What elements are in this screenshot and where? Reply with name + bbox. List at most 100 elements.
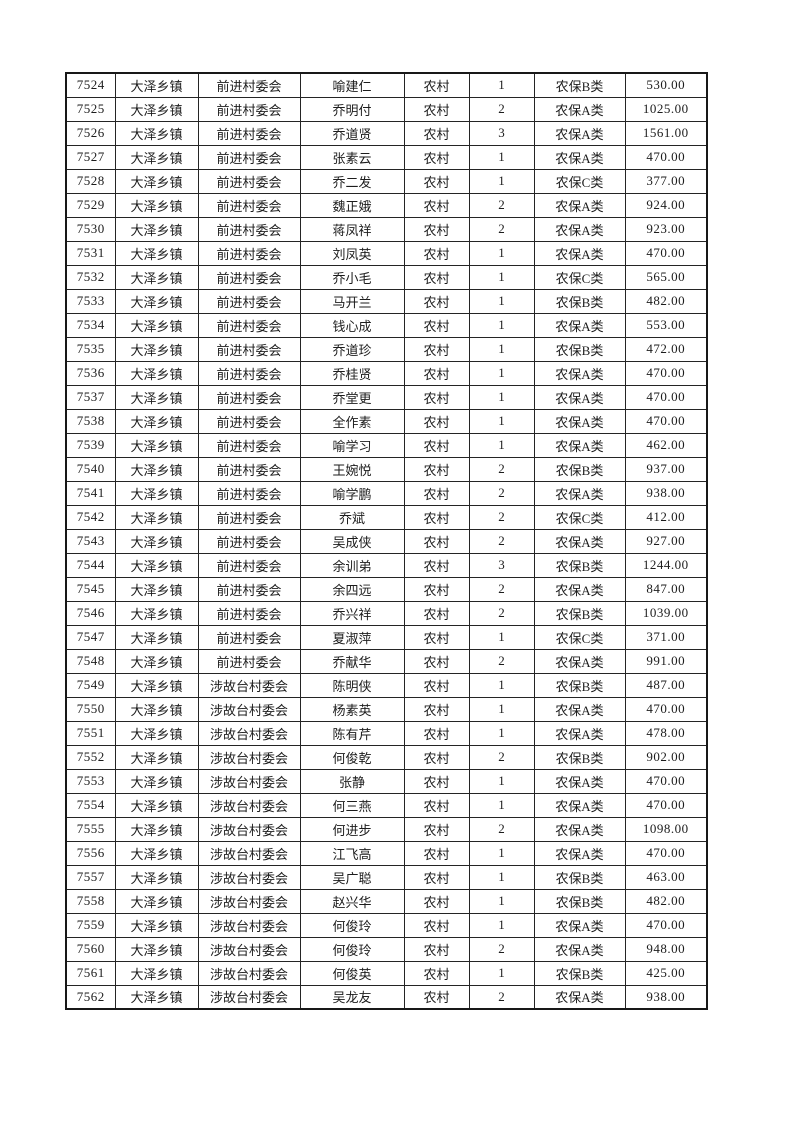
table-row: 7555 大泽乡镇 涉故台村委会 何进步 农村 2 农保A类 1098.00	[65, 816, 708, 842]
cell-serial-number: 7540	[65, 456, 116, 482]
cell-insurance-class: 农保A类	[533, 912, 626, 938]
table-row: 7542 大泽乡镇 前进村委会 乔斌 农村 2 农保C类 412.00	[65, 504, 708, 530]
cell-village-committee: 前进村委会	[197, 144, 301, 170]
cell-village-committee: 前进村委会	[197, 96, 301, 122]
cell-village-committee: 前进村委会	[197, 552, 301, 578]
cell-village-committee: 前进村委会	[197, 192, 301, 218]
cell-person-count: 1	[468, 888, 535, 914]
cell-town: 大泽乡镇	[114, 744, 199, 770]
cell-amount: 463.00	[624, 864, 708, 890]
cell-person-name: 何俊玲	[299, 936, 405, 962]
cell-person-count: 1	[468, 768, 535, 794]
table-row: 7528 大泽乡镇 前进村委会 乔二发 农村 1 农保C类 377.00	[65, 168, 708, 194]
cell-person-name: 余四远	[299, 576, 405, 602]
cell-household-category: 农村	[403, 120, 470, 146]
cell-household-category: 农村	[403, 960, 470, 986]
cell-village-committee: 前进村委会	[197, 336, 301, 362]
table-row: 7541 大泽乡镇 前进村委会 喻学鹏 农村 2 农保A类 938.00	[65, 480, 708, 506]
cell-person-name: 乔斌	[299, 504, 405, 530]
cell-serial-number: 7559	[65, 912, 116, 938]
cell-household-category: 农村	[403, 312, 470, 338]
cell-serial-number: 7538	[65, 408, 116, 434]
cell-serial-number: 7545	[65, 576, 116, 602]
table-row: 7561 大泽乡镇 涉故台村委会 何俊英 农村 1 农保B类 425.00	[65, 960, 708, 986]
benefit-register-table: 7524 大泽乡镇 前进村委会 喻建仁 农村 1 农保B类 530.00 7525 大泽乡镇 前进村…	[65, 72, 708, 1010]
cell-person-count: 1	[468, 384, 535, 410]
cell-insurance-class: 农保B类	[533, 72, 626, 98]
cell-person-name: 吴广聪	[299, 864, 405, 890]
cell-person-name: 喻学习	[299, 432, 405, 458]
cell-amount: 470.00	[624, 768, 708, 794]
cell-person-name: 喻学鹏	[299, 480, 405, 506]
cell-village-committee: 前进村委会	[197, 72, 301, 98]
cell-household-category: 农村	[403, 456, 470, 482]
cell-serial-number: 7528	[65, 168, 116, 194]
cell-amount: 938.00	[624, 984, 708, 1010]
cell-insurance-class: 农保C类	[533, 168, 626, 194]
cell-household-category: 农村	[403, 816, 470, 842]
cell-amount: 470.00	[624, 840, 708, 866]
table-row: 7533 大泽乡镇 前进村委会 马开兰 农村 1 农保B类 482.00	[65, 288, 708, 314]
cell-person-count: 1	[468, 672, 535, 698]
cell-person-count: 1	[468, 144, 535, 170]
cell-insurance-class: 农保A类	[533, 840, 626, 866]
cell-household-category: 农村	[403, 72, 470, 98]
cell-insurance-class: 农保C类	[533, 504, 626, 530]
cell-town: 大泽乡镇	[114, 456, 199, 482]
cell-insurance-class: 农保A类	[533, 648, 626, 674]
cell-insurance-class: 农保A类	[533, 576, 626, 602]
cell-insurance-class: 农保A类	[533, 216, 626, 242]
cell-insurance-class: 农保A类	[533, 96, 626, 122]
cell-household-category: 农村	[403, 600, 470, 626]
cell-person-name: 赵兴华	[299, 888, 405, 914]
cell-town: 大泽乡镇	[114, 72, 199, 98]
table-row: 7524 大泽乡镇 前进村委会 喻建仁 农村 1 农保B类 530.00	[65, 72, 708, 98]
cell-insurance-class: 农保C类	[533, 624, 626, 650]
cell-household-category: 农村	[403, 288, 470, 314]
cell-person-name: 何俊乾	[299, 744, 405, 770]
table-body: 7524 大泽乡镇 前进村委会 喻建仁 农村 1 农保B类 530.00 7525 大泽乡镇 前进村…	[65, 72, 708, 1010]
cell-insurance-class: 农保A类	[533, 720, 626, 746]
cell-person-name: 余训弟	[299, 552, 405, 578]
cell-amount: 470.00	[624, 360, 708, 386]
cell-person-name: 吴龙友	[299, 984, 405, 1010]
cell-person-count: 1	[468, 840, 535, 866]
cell-town: 大泽乡镇	[114, 552, 199, 578]
cell-household-category: 农村	[403, 720, 470, 746]
cell-household-category: 农村	[403, 768, 470, 794]
cell-person-name: 何进步	[299, 816, 405, 842]
cell-person-count: 2	[468, 456, 535, 482]
cell-town: 大泽乡镇	[114, 96, 199, 122]
cell-person-name: 陈有芹	[299, 720, 405, 746]
cell-town: 大泽乡镇	[114, 936, 199, 962]
cell-serial-number: 7554	[65, 792, 116, 818]
cell-town: 大泽乡镇	[114, 288, 199, 314]
cell-amount: 462.00	[624, 432, 708, 458]
cell-person-name: 乔道贤	[299, 120, 405, 146]
cell-amount: 371.00	[624, 624, 708, 650]
cell-serial-number: 7546	[65, 600, 116, 626]
table-row: 7532 大泽乡镇 前进村委会 乔小毛 农村 1 农保C类 565.00	[65, 264, 708, 290]
cell-person-name: 蒋凤祥	[299, 216, 405, 242]
table-row: 7547 大泽乡镇 前进村委会 夏淑萍 农村 1 农保C类 371.00	[65, 624, 708, 650]
cell-person-count: 1	[468, 720, 535, 746]
cell-household-category: 农村	[403, 480, 470, 506]
cell-village-committee: 涉故台村委会	[197, 744, 301, 770]
cell-insurance-class: 农保B类	[533, 552, 626, 578]
cell-serial-number: 7550	[65, 696, 116, 722]
cell-village-committee: 前进村委会	[197, 576, 301, 602]
cell-amount: 470.00	[624, 144, 708, 170]
cell-amount: 565.00	[624, 264, 708, 290]
cell-person-count: 1	[468, 792, 535, 818]
cell-person-name: 魏正娥	[299, 192, 405, 218]
table-row: 7527 大泽乡镇 前进村委会 张素云 农村 1 农保A类 470.00	[65, 144, 708, 170]
cell-person-count: 2	[468, 744, 535, 770]
cell-town: 大泽乡镇	[114, 912, 199, 938]
cell-town: 大泽乡镇	[114, 600, 199, 626]
cell-insurance-class: 农保B类	[533, 456, 626, 482]
cell-person-count: 1	[468, 432, 535, 458]
cell-town: 大泽乡镇	[114, 384, 199, 410]
cell-household-category: 农村	[403, 552, 470, 578]
cell-serial-number: 7558	[65, 888, 116, 914]
cell-serial-number: 7525	[65, 96, 116, 122]
